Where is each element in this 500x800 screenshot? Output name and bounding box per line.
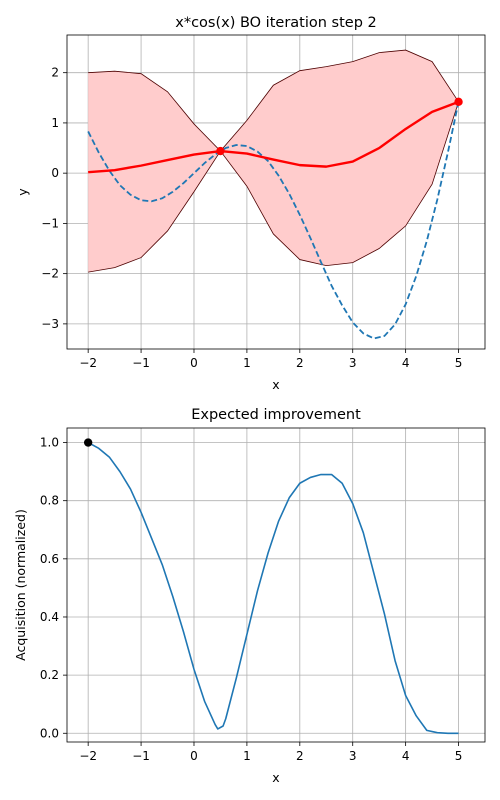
ei-x-tick-label: 0 bbox=[190, 749, 198, 763]
ei-x-axis-label: x bbox=[272, 770, 279, 785]
gp-observation-point bbox=[454, 97, 463, 107]
gp-x-axis-label: x bbox=[272, 377, 279, 392]
gp-observation-point bbox=[216, 146, 225, 156]
gp-x-tick-label: 1 bbox=[243, 356, 251, 370]
ei-y-tick-label: 0.2 bbox=[40, 668, 59, 682]
gp-y-tick-label: −1 bbox=[41, 216, 59, 230]
ei-y-tick-label: 0.8 bbox=[40, 494, 59, 508]
gp-x-tick-label: 0 bbox=[190, 356, 198, 370]
gp-band-lower-edge bbox=[88, 101, 459, 273]
ei-y-axis-label: Acquisition (normalized) bbox=[13, 509, 28, 661]
gp-y-axis-label: y bbox=[15, 188, 30, 196]
gp-x-tick-label: 4 bbox=[402, 356, 410, 370]
ei-y-tick-label: 1.0 bbox=[40, 436, 59, 450]
gp-mean-line bbox=[88, 100, 459, 174]
gp-band-upper-edge bbox=[88, 49, 459, 152]
ei-x-tick-label: −1 bbox=[132, 749, 150, 763]
ei-x-tick-label: 3 bbox=[349, 749, 357, 763]
ei-x-tick-label: 1 bbox=[243, 749, 251, 763]
gp-x-tick-label: 2 bbox=[296, 356, 304, 370]
gp-plot-area bbox=[87, 49, 460, 340]
gp-x-tick-label: 3 bbox=[349, 356, 357, 370]
ei-y-tick-label: 0.4 bbox=[40, 610, 59, 624]
gp-x-tick-label: −1 bbox=[132, 356, 150, 370]
gp-y-tick-label: −2 bbox=[41, 267, 59, 281]
ei-y-tick-label: 0.0 bbox=[40, 726, 59, 740]
gp-x-tick-label: −2 bbox=[79, 356, 97, 370]
gp-posterior-axes: x*cos(x) BO iteration step 2 x y −2 −1 0 1 2… bbox=[15, 15, 486, 392]
ei-y-tick-label: 0.6 bbox=[40, 552, 59, 566]
expected-improvement-axes: Expected improvement x Acquisition (norm… bbox=[13, 407, 486, 785]
ei-x-tick-label: 4 bbox=[402, 749, 410, 763]
ei-x-tick-label: 2 bbox=[296, 749, 304, 763]
gp-confidence-band bbox=[88, 50, 459, 273]
gp-objective-line bbox=[87, 101, 460, 340]
ei-x-tick-label: −2 bbox=[79, 749, 97, 763]
ei-next-sample-point bbox=[83, 438, 93, 447]
gp-axes-frame bbox=[66, 34, 486, 350]
gp-y-tick-label: 2 bbox=[51, 66, 59, 80]
ei-x-tick-label: 5 bbox=[455, 749, 463, 763]
gp-y-tick-label: −3 bbox=[41, 317, 59, 331]
ei-plot-area bbox=[87, 441, 459, 735]
ei-plot-title: Expected improvement bbox=[191, 407, 361, 423]
ei-axes-frame bbox=[66, 427, 486, 743]
gp-y-tick-label: 0 bbox=[51, 166, 59, 180]
gp-y-tick-label: 1 bbox=[51, 116, 59, 130]
gp-plot-title: x*cos(x) BO iteration step 2 bbox=[175, 15, 377, 31]
gp-x-tick-label: 5 bbox=[455, 356, 463, 370]
ei-acquisition-line bbox=[87, 441, 459, 735]
